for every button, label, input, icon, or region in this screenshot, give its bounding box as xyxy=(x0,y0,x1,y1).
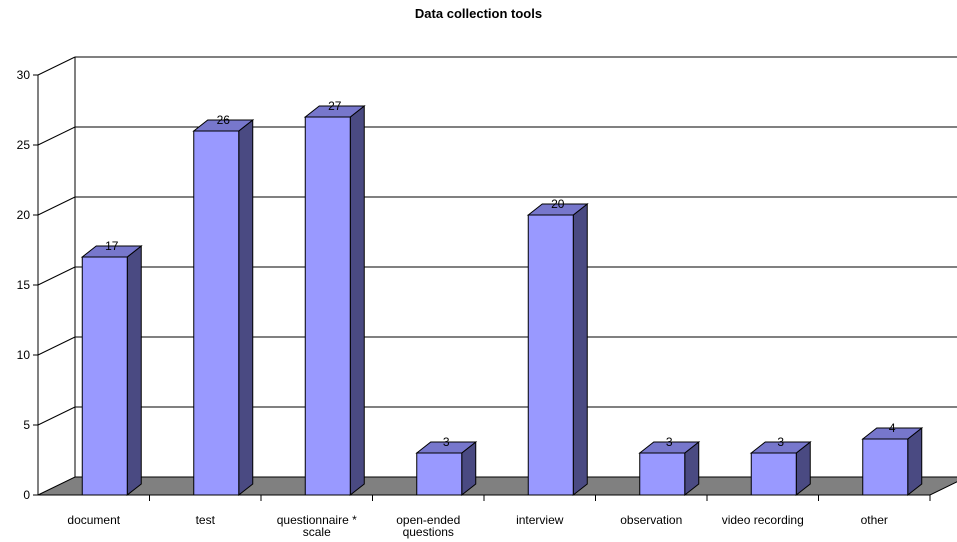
bar xyxy=(193,130,240,496)
y-tick-label: 0 xyxy=(23,488,30,502)
y-tick-label: 20 xyxy=(17,208,31,222)
bar xyxy=(304,116,351,496)
gridline-diagonal xyxy=(37,196,76,216)
data-label: 3 xyxy=(443,435,450,449)
category-label: video recording xyxy=(722,513,804,527)
y-tick-label: 5 xyxy=(23,418,30,432)
category-label: scale xyxy=(303,525,331,539)
data-label: 3 xyxy=(666,435,673,449)
bar xyxy=(416,452,463,496)
gridline-diagonal xyxy=(37,56,76,76)
data-label: 17 xyxy=(105,239,119,253)
gridline-diagonal xyxy=(37,336,76,356)
y-tick-label: 15 xyxy=(17,278,31,292)
category-label: other xyxy=(861,513,888,527)
bar xyxy=(750,452,797,496)
category-label: interview xyxy=(516,513,564,527)
category-label: open-ended xyxy=(396,513,460,527)
bar xyxy=(862,438,909,496)
gridline-diagonal xyxy=(37,406,76,426)
bar-side xyxy=(126,244,142,497)
data-label: 4 xyxy=(889,421,896,435)
bar-side xyxy=(907,426,923,497)
data-label: 20 xyxy=(551,197,565,211)
category-label: document xyxy=(67,513,120,527)
y-tick-label: 30 xyxy=(17,68,31,82)
data-label: 3 xyxy=(777,435,784,449)
bar-side xyxy=(572,202,588,497)
bar xyxy=(527,214,574,496)
gridline-diagonal xyxy=(37,266,76,286)
bar xyxy=(81,256,128,496)
data-label: 27 xyxy=(328,99,342,113)
category-label: observation xyxy=(620,513,682,527)
gridline-diagonal xyxy=(37,126,76,146)
chart-title: Data collection tools xyxy=(414,6,543,21)
category-label: questionnaire * xyxy=(277,513,357,527)
bar xyxy=(639,452,686,496)
y-tick-label: 25 xyxy=(17,138,31,152)
y-tick-label: 10 xyxy=(17,348,31,362)
bar-side xyxy=(238,118,254,497)
bar-side xyxy=(349,104,365,497)
data-label: 26 xyxy=(217,113,231,127)
category-label: questions xyxy=(403,525,454,539)
chart-floor xyxy=(37,476,957,496)
category-label: test xyxy=(196,513,216,527)
